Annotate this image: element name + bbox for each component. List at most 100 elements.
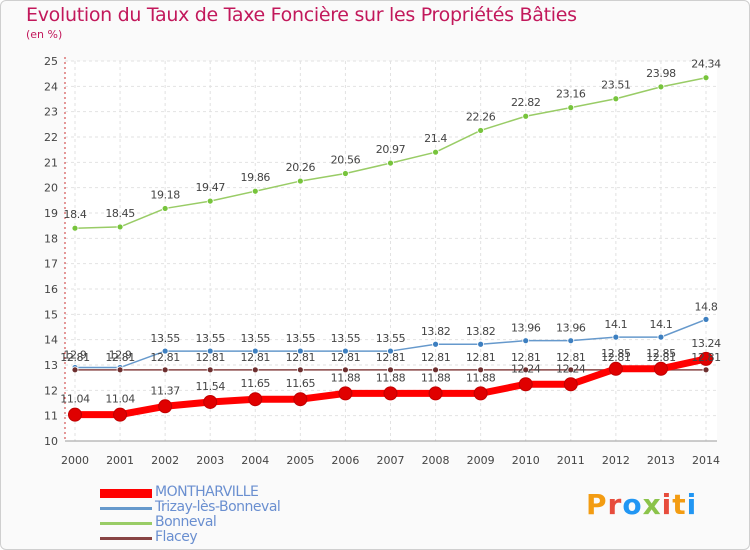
data-label: 13.55 [376, 332, 406, 345]
data-label: 11.88 [376, 371, 406, 384]
data-point [428, 386, 443, 401]
data-label: 14.8 [695, 300, 718, 313]
data-label: 11.88 [421, 371, 451, 384]
data-point [161, 205, 169, 212]
data-label: 23.51 [601, 79, 631, 92]
x-tick-label: 2002 [151, 454, 179, 467]
data-label: 12.81 [691, 351, 721, 364]
x-tick-label: 2003 [196, 454, 224, 467]
data-point [702, 74, 710, 82]
data-point [251, 366, 259, 374]
data-point [71, 366, 79, 374]
data-point [702, 315, 710, 323]
data-label: 22.26 [466, 110, 496, 123]
y-tick-label: 11 [44, 410, 58, 423]
chart-title: Evolution du Taux de Taxe Foncière sur l… [26, 4, 577, 26]
y-tick-label: 22 [44, 131, 58, 144]
data-point [657, 83, 665, 91]
logo-letter: P [586, 488, 608, 521]
data-point [206, 366, 214, 374]
data-point [296, 177, 304, 185]
data-point [161, 366, 169, 374]
logo-letter: o [622, 488, 643, 521]
data-label: 12.85 [646, 347, 676, 360]
data-label: 12.81 [150, 351, 180, 364]
data-label: 14.1 [649, 318, 672, 331]
data-point [657, 333, 665, 341]
data-label: 14.1 [604, 318, 627, 331]
data-point [432, 340, 439, 348]
y-tick-label: 21 [44, 156, 58, 169]
data-label: 13.55 [286, 332, 316, 345]
data-label: 12.81 [331, 351, 361, 364]
data-label: 18.4 [64, 208, 87, 221]
x-tick-label: 2014 [692, 454, 720, 467]
data-point [342, 347, 349, 355]
data-point [612, 333, 620, 341]
data-point [522, 366, 530, 374]
data-label: 13.55 [195, 332, 225, 345]
legend-swatch [100, 489, 152, 498]
data-point [203, 394, 218, 409]
data-label: 12.81 [105, 351, 135, 364]
data-label: 12.9 [64, 349, 87, 362]
data-label: 24.34 [691, 58, 721, 71]
x-tick-label: 2001 [106, 454, 134, 467]
y-tick-label: 16 [44, 283, 58, 296]
y-tick-label: 13 [44, 359, 58, 372]
data-label: 11.37 [150, 384, 180, 397]
logo-letter: i [686, 488, 698, 521]
data-label: 19.18 [150, 188, 180, 201]
data-label: 13.96 [511, 322, 541, 335]
data-point [387, 366, 394, 374]
data-point [563, 377, 578, 392]
data-label: 13.82 [421, 325, 451, 338]
data-point [206, 197, 214, 205]
data-label: 22.82 [511, 96, 541, 109]
x-tick-label: 2007 [377, 454, 405, 467]
x-tick-label: 2006 [331, 454, 359, 467]
data-point [293, 392, 308, 407]
data-label: 18.45 [105, 207, 135, 220]
data-label: 13.55 [241, 332, 271, 345]
data-label: 12.81 [195, 351, 225, 364]
data-label: 19.86 [241, 171, 271, 184]
data-point [567, 104, 575, 112]
data-label: 13.96 [556, 322, 586, 335]
y-tick-label: 17 [44, 258, 58, 271]
logo-letter: i [661, 488, 673, 521]
data-label: 12.81 [60, 351, 90, 364]
data-label: 12.81 [556, 351, 586, 364]
legend-label: Flacey [155, 529, 198, 545]
legend-swatch [100, 537, 152, 540]
x-tick-label: 2000 [61, 454, 89, 467]
data-label: 12.81 [466, 351, 496, 364]
data-point [383, 386, 398, 401]
x-tick-label: 2009 [467, 454, 495, 467]
data-point [113, 407, 128, 422]
data-point [567, 337, 575, 345]
data-label: 12.81 [511, 351, 541, 364]
legend-swatch [100, 507, 152, 510]
data-label: 12.81 [376, 351, 406, 364]
logo-letter: t [672, 488, 687, 521]
data-label: 11.54 [195, 380, 225, 393]
x-tick-label: 2008 [422, 454, 450, 467]
data-point [251, 187, 259, 195]
data-label: 23.98 [646, 67, 676, 80]
data-label: 12.81 [421, 351, 451, 364]
data-point [518, 377, 533, 392]
data-label: 11.65 [286, 377, 316, 390]
data-point [296, 347, 304, 355]
data-label: 21.4 [424, 132, 447, 145]
legend-label: Bonneval [155, 514, 217, 530]
plot-area [65, 61, 717, 441]
data-label: 12.24 [556, 362, 586, 375]
y-tick-label: 23 [44, 106, 58, 119]
x-tick-label: 2010 [512, 454, 540, 467]
data-label: 13.55 [331, 332, 361, 345]
x-tick-label: 2011 [557, 454, 585, 467]
data-point [432, 366, 439, 374]
x-tick-label: 2004 [241, 454, 269, 467]
